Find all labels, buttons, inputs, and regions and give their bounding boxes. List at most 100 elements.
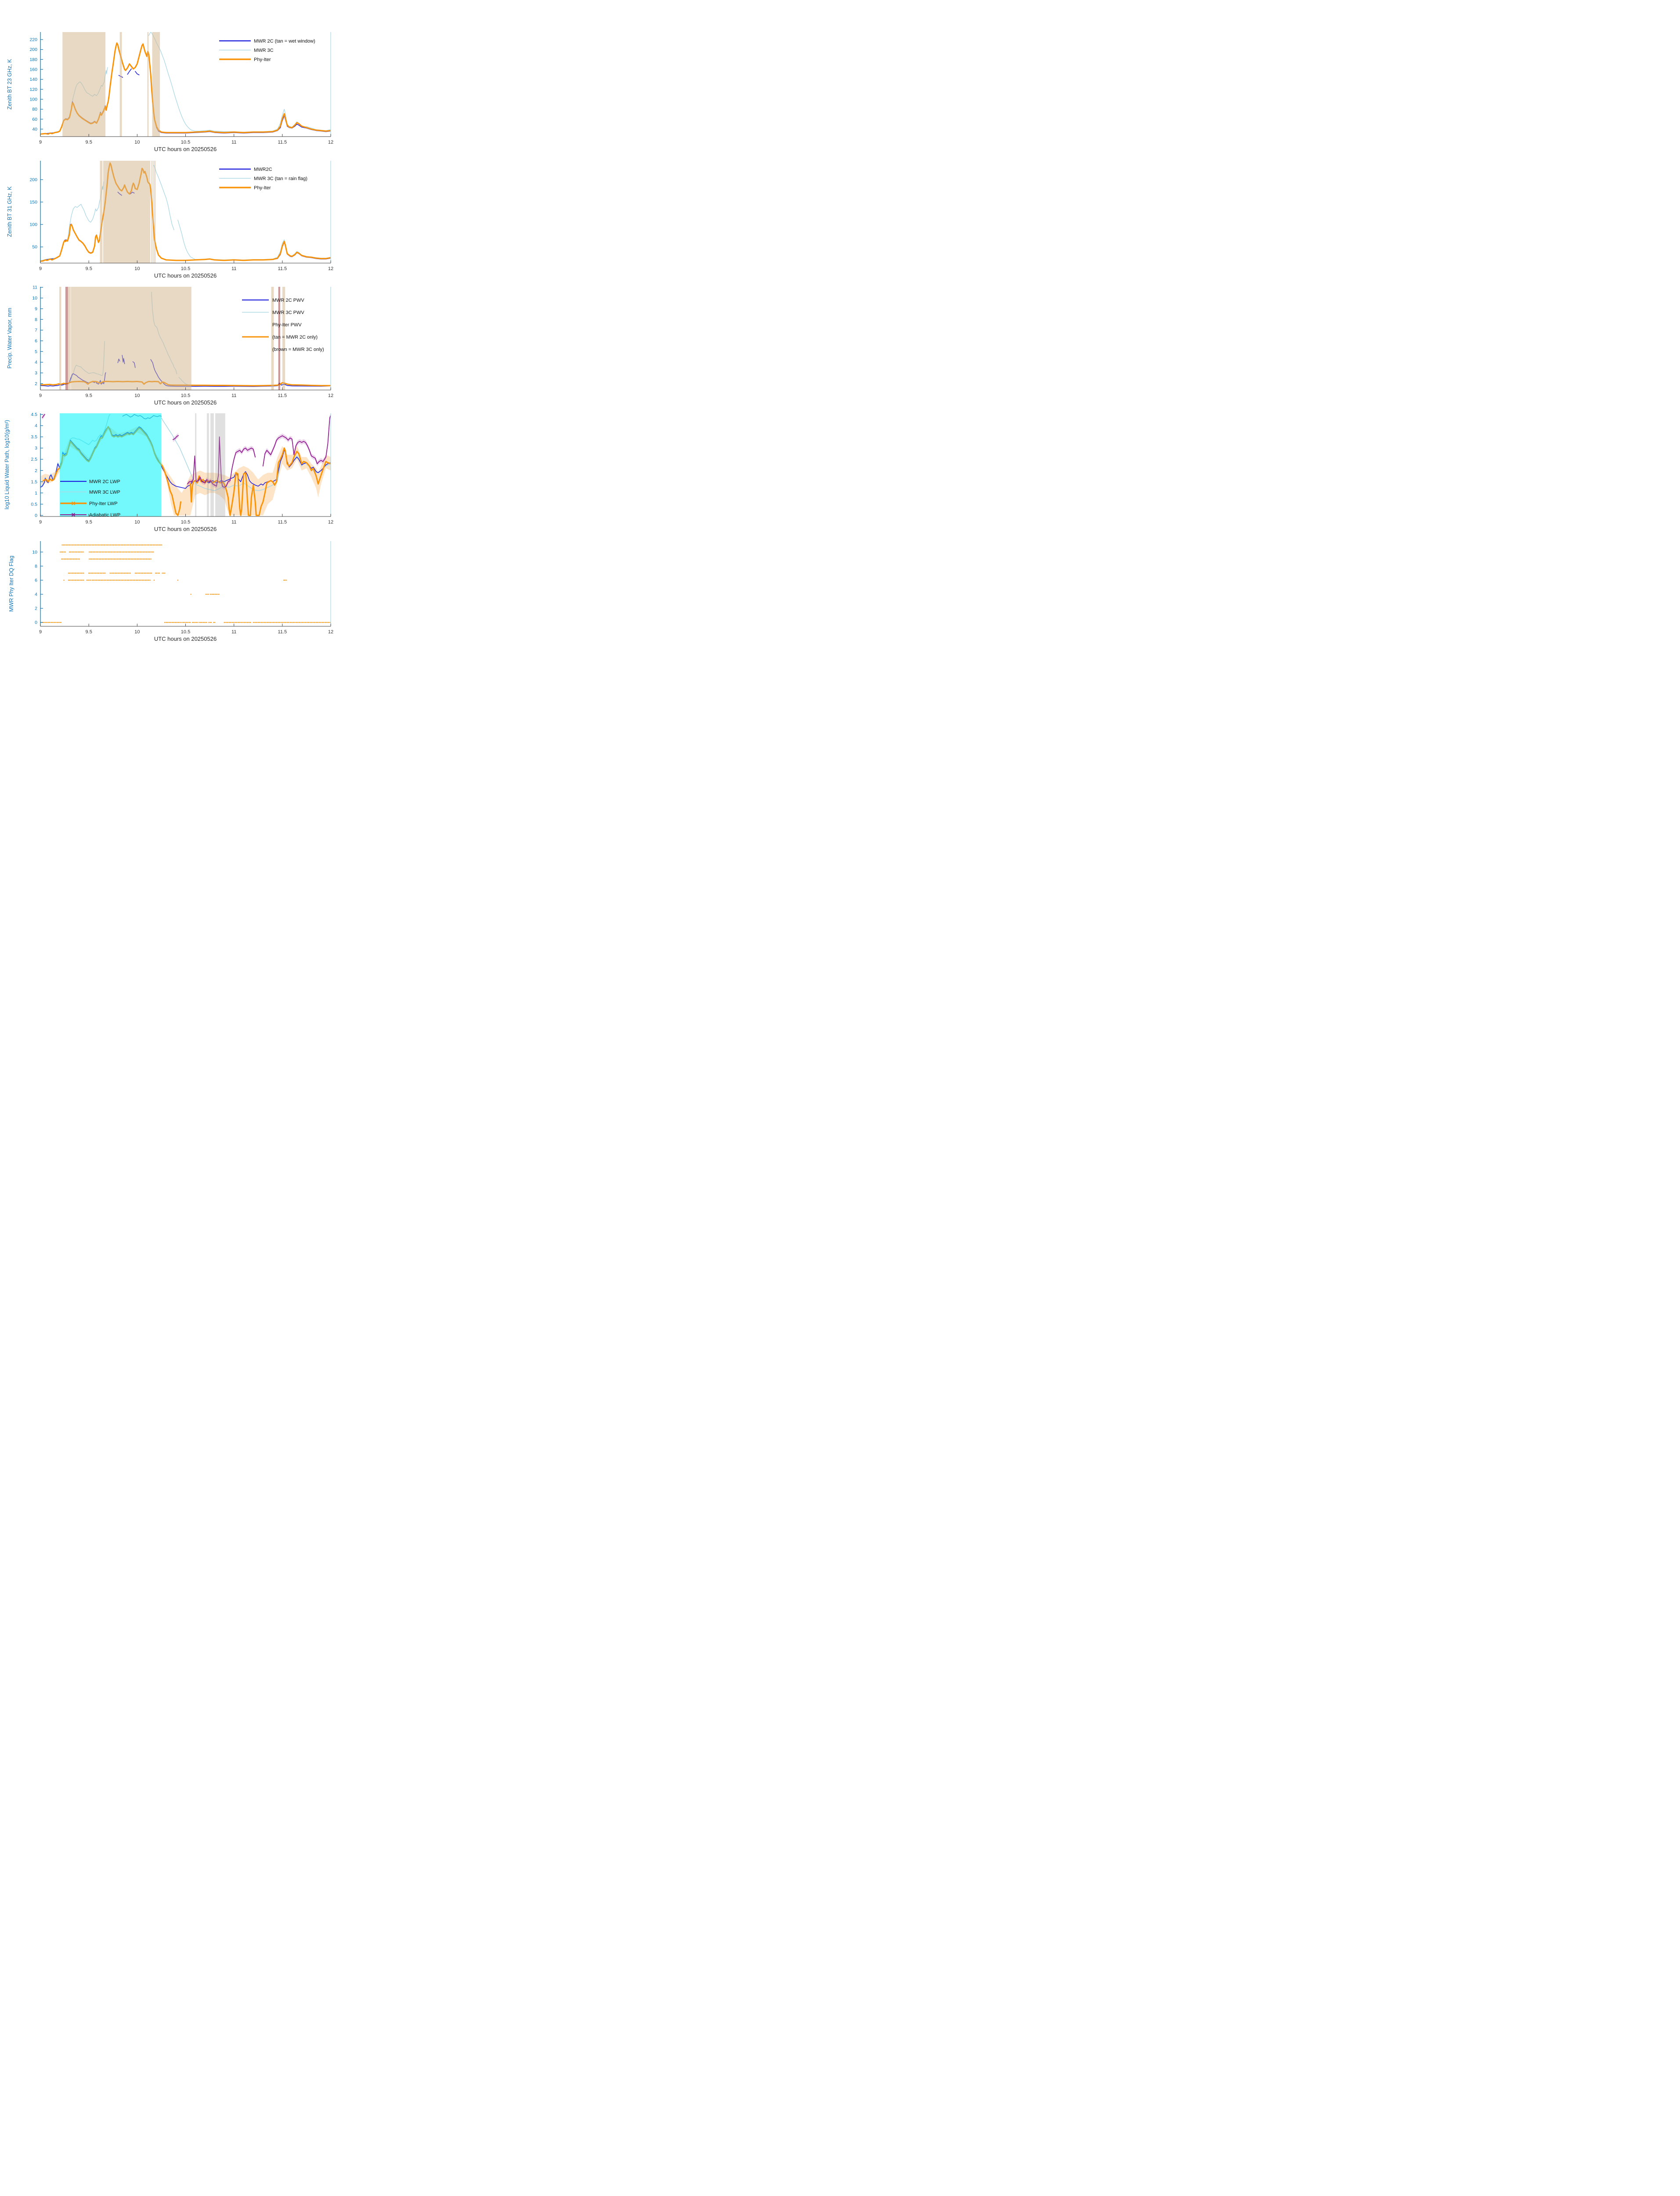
dq-flag-dot xyxy=(118,579,119,581)
dq-flag-dot xyxy=(275,621,277,623)
dq-flag-dot xyxy=(246,621,248,623)
dq-flag-dot xyxy=(273,621,274,623)
dq-flag-dot xyxy=(137,579,138,581)
dq-flag-dot xyxy=(112,551,114,553)
dq-flag-dot xyxy=(58,621,59,623)
dq-flag-dot xyxy=(309,621,311,623)
svg-text:(brown = MWR 3C only): (brown = MWR 3C only) xyxy=(272,347,324,352)
dq-flag-dot xyxy=(182,621,184,623)
dq-flag-dot xyxy=(290,621,292,623)
dq-flag-dot xyxy=(101,558,103,560)
svg-text:0: 0 xyxy=(35,513,37,518)
panel1-plot-area xyxy=(40,32,331,137)
dq-flag-dot xyxy=(139,551,141,553)
dq-flag-dot xyxy=(164,621,166,623)
dq-flag-dot xyxy=(82,579,83,581)
svg-text:9.5: 9.5 xyxy=(86,140,92,145)
dq-flag-dot xyxy=(147,572,148,574)
panel4-axes: 00.511.522.533.544.59 9.5 10 10.5 11 11.5 12 xyxy=(31,412,333,525)
panel4-legend: MWR 2C LWP MWR 3C LWP Phy-Iter LWP Adiabati… xyxy=(60,479,120,518)
dq-flag-dot xyxy=(146,572,147,574)
svg-text:180: 180 xyxy=(29,57,37,62)
dq-flag-dot xyxy=(98,579,99,581)
dq-flag-dot xyxy=(73,572,74,574)
dq-flag-dot xyxy=(102,572,103,574)
dq-flag-dot xyxy=(151,572,152,574)
dq-flag-dot xyxy=(307,621,308,623)
dq-flag-dot xyxy=(153,579,155,581)
svg-text:10: 10 xyxy=(134,140,140,145)
dq-flag-dot xyxy=(80,579,82,581)
dq-flag-dot xyxy=(119,579,121,581)
phy-iter-uncertainty-band xyxy=(40,426,331,516)
dq-flag-dot xyxy=(105,579,107,581)
dq-flag-dot xyxy=(63,579,65,581)
dq-flag-dot xyxy=(235,621,236,623)
dq-flag-dot xyxy=(91,579,93,581)
dq-flag-dot xyxy=(74,579,76,581)
dq-flag-dot xyxy=(216,593,217,595)
brown-flag-region xyxy=(65,287,68,390)
dq-flag-dot xyxy=(75,558,76,560)
dq-flag-dot xyxy=(149,579,151,581)
dq-flag-dot xyxy=(214,621,216,623)
dq-flag-dot xyxy=(177,579,179,581)
dq-flag-dot xyxy=(72,551,74,553)
dq-flag-dot xyxy=(230,621,231,623)
dq-flag-dot xyxy=(174,621,176,623)
svg-text:12: 12 xyxy=(328,266,333,271)
dq-flag-dot xyxy=(141,551,143,553)
dq-flag-dot xyxy=(240,621,242,623)
dq-flag-dot xyxy=(293,621,294,623)
panel2-legend: MWR2C MWR 3C (tan = rain flag) Phy-Iter xyxy=(219,167,307,191)
dq-flag-dot xyxy=(130,579,132,581)
dq-flag-dot xyxy=(247,621,249,623)
dq-flag-dot xyxy=(327,621,329,623)
dq-flag-dot xyxy=(146,551,148,553)
svg-text:11: 11 xyxy=(231,393,236,398)
dq-flag-dot xyxy=(297,621,298,623)
dq-flag-dot xyxy=(149,558,150,560)
dq-flag-dot xyxy=(63,551,65,553)
dq-flag-dot xyxy=(104,558,105,560)
dq-flag-dot xyxy=(76,572,78,574)
dq-flag-dot xyxy=(126,572,127,574)
dq-flag-dot xyxy=(288,621,289,623)
dq-flag-dot xyxy=(139,579,141,581)
dq-flag-dot xyxy=(283,621,284,623)
dq-flag-dot xyxy=(153,551,154,553)
dq-flag-dot xyxy=(146,558,148,560)
dq-flag-dot xyxy=(100,558,101,560)
tan-flag-region xyxy=(147,32,149,137)
svg-text:2: 2 xyxy=(35,468,37,473)
dq-flag-dot xyxy=(43,621,44,623)
dq-flag-dot xyxy=(136,572,137,574)
dq-flag-dot xyxy=(51,621,53,623)
svg-text:Phy-Iter: Phy-Iter xyxy=(254,57,271,62)
svg-text:9: 9 xyxy=(39,140,42,145)
dq-flag-dot xyxy=(257,621,259,623)
dq-flag-dot xyxy=(78,579,79,581)
svg-text:3.5: 3.5 xyxy=(31,434,37,440)
svg-text:50: 50 xyxy=(32,245,37,250)
dq-flag-dot xyxy=(267,621,269,623)
dq-flag-dot xyxy=(120,551,122,553)
dq-flag-dot xyxy=(149,551,150,553)
svg-text:10.5: 10.5 xyxy=(181,140,190,145)
svg-text:9.5: 9.5 xyxy=(86,266,92,271)
dq-flag-dot xyxy=(148,558,149,560)
figure: 40 60 80 100 120 140 160 180 200 220 9 9.5 10 10.5 11 1… xyxy=(0,0,420,659)
svg-text:11.5: 11.5 xyxy=(278,266,287,271)
dq-flag-dot xyxy=(236,621,238,623)
dq-flag-dot xyxy=(249,621,250,623)
dq-flag-dot xyxy=(79,551,80,553)
dq-flag-dot xyxy=(117,551,119,553)
dq-flag-dot xyxy=(117,558,119,560)
dq-flag-dot xyxy=(255,621,257,623)
dq-flag-dot xyxy=(166,621,168,623)
dq-flag-dot xyxy=(115,558,116,560)
dq-flag-dot xyxy=(114,572,116,574)
dq-flag-dot xyxy=(186,621,187,623)
dq-flag-dot xyxy=(289,621,291,623)
dq-flag-dot xyxy=(148,579,149,581)
